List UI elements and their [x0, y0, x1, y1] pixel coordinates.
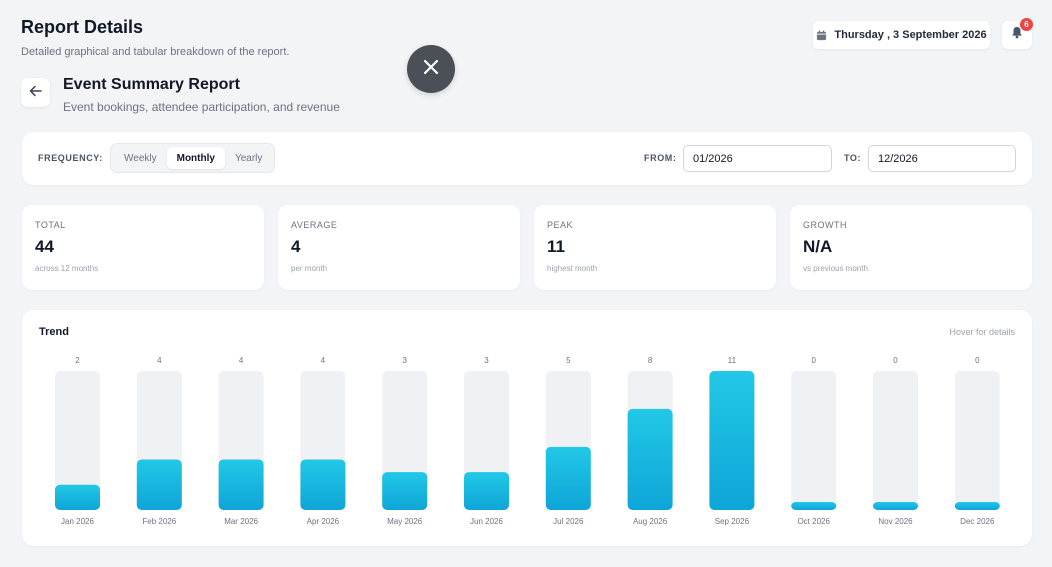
bar-track [55, 371, 100, 510]
bar-oct-2026[interactable] [791, 502, 837, 510]
stat-value: 4 [291, 237, 301, 256]
stat-note: highest month [547, 264, 598, 273]
bar-feb-2026[interactable] [136, 459, 182, 510]
stat-card-total: TOTAL 44 across 12 months [22, 205, 264, 290]
page-subtitle: Detailed graphical and tabular breakdown… [21, 46, 290, 58]
x-tick-label: Jul 2026 [553, 517, 584, 526]
date-chip[interactable]: Thursday , 3 September 2026 [813, 21, 990, 49]
bar-nov-2026[interactable] [873, 502, 918, 510]
bar-value-label: 4 [157, 356, 162, 365]
from-label: FROM: [644, 153, 677, 163]
bar-may-2026[interactable] [382, 472, 428, 510]
close-button[interactable] [407, 45, 455, 93]
x-tick-label: Oct 2026 [797, 517, 830, 526]
frequency-option-monthly[interactable]: Monthly [166, 147, 225, 169]
x-tick-label: Feb 2026 [142, 517, 176, 526]
stat-value: 11 [547, 237, 565, 256]
arrow-left-icon [29, 84, 42, 102]
bar-mar-2026[interactable] [218, 459, 264, 510]
bar-value-label: 0 [811, 356, 816, 365]
x-tick-label: Dec 2026 [960, 517, 995, 526]
bar-value-label: 2 [75, 356, 80, 365]
chart-hint: Hover for details [949, 327, 1015, 337]
filter-bar: FREQUENCY: Weekly Monthly Yearly FROM: 0… [22, 132, 1032, 185]
report-title: Event Summary Report [63, 76, 240, 93]
stat-card-peak: PEAK 11 highest month [534, 205, 776, 290]
frequency-option-weekly[interactable]: Weekly [124, 152, 157, 164]
x-tick-label: Jan 2026 [61, 517, 94, 526]
x-tick-label: Sep 2026 [715, 517, 750, 526]
x-tick-label: Apr 2026 [307, 517, 340, 526]
stat-note: across 12 months [35, 264, 99, 273]
stat-card-growth: GROWTH N/A vs previous month [790, 205, 1032, 290]
bar-track [954, 371, 1000, 510]
bar-value-label: 11 [728, 356, 737, 365]
to-date-input[interactable]: 12/2026 [868, 145, 1016, 172]
bar-value-label: 8 [648, 356, 653, 365]
bar-value-label: 4 [321, 356, 326, 365]
x-tick-label: Nov 2026 [878, 517, 913, 526]
close-icon [423, 59, 439, 80]
bar-value-label: 0 [975, 356, 980, 365]
stat-card-average: AVERAGE 4 per month [278, 205, 520, 290]
report-heading: Event Summary Report Event bookings, att… [63, 76, 340, 114]
page-title: Report Details [21, 17, 144, 37]
bar-dec-2026[interactable] [954, 502, 1000, 510]
bar-value-label: 4 [239, 356, 244, 365]
report-subtitle: Event bookings, attendee participation, … [63, 100, 340, 114]
bar-value-label: 3 [484, 356, 489, 365]
bar-jun-2026[interactable] [464, 472, 509, 510]
notification-count-badge: 6 [1020, 18, 1033, 31]
bar-apr-2026[interactable] [300, 459, 346, 510]
from-date-input[interactable]: 01/2026 [683, 145, 832, 172]
trend-chart: 2 Jan 2026 4 Feb 2026 4 Mar 2026 4 Apr 2026 3 May… [55, 356, 1000, 526]
notifications-button[interactable]: 6 [1002, 18, 1033, 49]
x-tick-label: Jun 2026 [470, 517, 503, 526]
stat-label: TOTAL [35, 220, 66, 230]
bar-value-label: 0 [893, 356, 898, 365]
x-tick-label: May 2026 [387, 517, 423, 526]
bar-sep-2026[interactable] [709, 371, 755, 510]
stat-label: AVERAGE [291, 220, 338, 230]
bar-value-label: 5 [566, 356, 571, 365]
bell-icon [1011, 26, 1023, 44]
bar-track [791, 371, 837, 510]
to-label: TO: [844, 153, 862, 163]
frequency-option-yearly[interactable]: Yearly [234, 152, 263, 164]
frequency-toggle: Weekly Monthly Yearly [110, 143, 275, 173]
bar-value-label: 3 [402, 356, 407, 365]
bar-jan-2026[interactable] [55, 484, 100, 510]
date-label: Thursday , 3 September 2026 [834, 29, 987, 41]
back-button[interactable] [21, 78, 50, 107]
x-tick-label: Mar 2026 [224, 517, 258, 526]
calendar-icon [816, 29, 827, 41]
bar-aug-2026[interactable] [627, 408, 673, 510]
stat-label: GROWTH [803, 220, 847, 230]
chart-title: Trend [39, 326, 69, 338]
stat-note: vs previous month [803, 264, 868, 273]
x-tick-label: Aug 2026 [633, 517, 668, 526]
stat-value: N/A [803, 237, 833, 256]
trend-chart-card: 2 Jan 2026 4 Feb 2026 4 Mar 2026 4 Apr 2026 3 May… [22, 310, 1032, 546]
frequency-label: FREQUENCY: [38, 153, 103, 163]
stat-note: per month [291, 264, 328, 273]
page-header: Report Details Detailed graphical and ta… [21, 17, 289, 58]
bar-jul-2026[interactable] [545, 446, 591, 510]
bar-track [873, 371, 918, 510]
stat-label: PEAK [547, 220, 574, 230]
stat-value: 44 [35, 237, 54, 256]
